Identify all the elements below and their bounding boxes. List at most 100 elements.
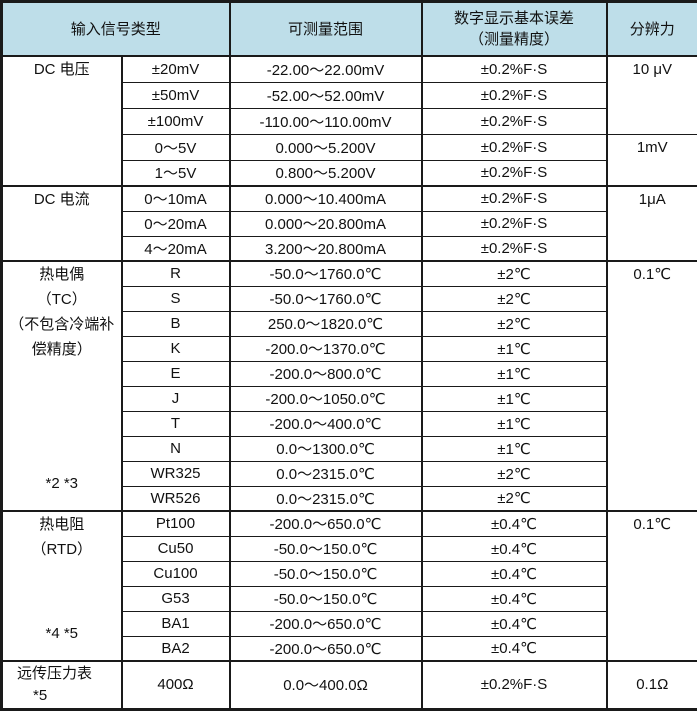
signal-subtype-cell: 400Ω: [120, 660, 231, 710]
range-cell: -200.0～400.0℃: [228, 410, 423, 437]
table-row: ±100mV -110.00～110.00mV ±0.2%F·S: [2, 107, 697, 135]
signal-subtype-cell: Cu50: [120, 535, 231, 562]
resolution-cell: 0.1℃: [605, 260, 697, 512]
signal-subtype-cell: Cu100: [120, 560, 231, 587]
range-cell: -50.0～150.0℃: [228, 560, 423, 587]
table-row: 4～20mA 3.200～20.800mA ±0.2%F·S: [2, 235, 697, 262]
range-cell: 0.000～20.800mA: [228, 210, 423, 237]
header-error-line2: （测量精度）: [469, 31, 560, 48]
error-cell: ±0.2%F·S: [420, 235, 608, 262]
resolution-cell: 1μA: [605, 185, 697, 262]
table-row: 热电阻 （RTD） *4 *5 Pt100 -200.0～650.0℃ ±0.4…: [0, 510, 697, 662]
range-cell: -50.0～1760.0℃: [228, 260, 423, 287]
signal-subtype-cell: 0～10mA: [120, 185, 231, 212]
header-error: 数字显示基本误差 （测量精度）: [420, 1, 608, 57]
table-row: T -200.0～400.0℃ ±1℃: [2, 410, 697, 437]
signal-subtype-cell: WR526: [120, 485, 231, 512]
section-label-thermocouple: 热电偶 （TC） （不包含冷端补偿精度） *2 *3: [0, 260, 123, 512]
resolution-cell: 1mV: [605, 133, 697, 187]
table-row: K -200.0～1370.0℃ ±1℃: [2, 335, 697, 362]
resolution-cell: 0.1Ω: [605, 660, 697, 710]
signal-subtype-cell: N: [120, 435, 231, 462]
section-label-pressure-gauge: 远传压力表 *5: [0, 660, 123, 710]
error-cell: ±1℃: [420, 435, 608, 462]
table-row: WR526 0.0～2315.0℃ ±2℃: [2, 485, 697, 512]
error-cell: ±0.2%F·S: [420, 133, 608, 161]
error-cell: ±1℃: [420, 410, 608, 437]
error-cell: ±0.4℃: [420, 585, 608, 612]
signal-subtype-cell: 0～5V: [120, 133, 231, 161]
table-row: BA1 -200.0～650.0℃ ±0.4℃: [2, 610, 697, 637]
error-cell: ±2℃: [420, 285, 608, 312]
error-cell: ±1℃: [420, 335, 608, 362]
signal-subtype-cell: ±100mV: [120, 107, 231, 135]
table-row: J -200.0～1050.0℃ ±1℃: [2, 385, 697, 412]
section-label-line: 热电阻: [39, 516, 85, 533]
resolution-cell: 10 μV: [605, 55, 697, 135]
resolution-cell: 0.1℃: [605, 510, 697, 662]
section-label-line: DC 电压: [33, 61, 90, 78]
header-resolution: 分辨力: [605, 1, 697, 57]
signal-subtype-cell: 4～20mA: [120, 235, 231, 262]
range-cell: -50.0～1760.0℃: [228, 285, 423, 312]
signal-subtype-cell: R: [120, 260, 231, 287]
table-row: 0～5V 0.000～5.200V ±0.2%F·S 1mV: [2, 133, 697, 187]
range-cell: -200.0～800.0℃: [228, 360, 423, 387]
signal-subtype-cell: K: [120, 335, 231, 362]
error-cell: ±2℃: [420, 460, 608, 487]
section-label-line: 远传压力表: [17, 664, 93, 682]
signal-subtype-cell: 1～5V: [120, 159, 231, 187]
range-cell: 0.0～2315.0℃: [228, 460, 423, 487]
signal-subtype-cell: S: [120, 285, 231, 312]
signal-subtype-cell: T: [120, 410, 231, 437]
error-cell: ±0.2%F·S: [420, 81, 608, 109]
section-label-dc-voltage: DC 电压: [0, 55, 123, 187]
range-cell: 0.800～5.200V: [228, 159, 423, 187]
error-cell: ±0.2%F·S: [420, 107, 608, 135]
error-cell: ±0.2%F·S: [420, 660, 608, 710]
error-cell: ±0.4℃: [420, 560, 608, 587]
range-cell: 0.0～1300.0℃: [228, 435, 423, 462]
table-row: G53 -50.0～150.0℃ ±0.4℃: [2, 585, 697, 612]
error-cell: ±0.4℃: [420, 510, 608, 537]
section-label-dc-current: DC 电流: [0, 185, 123, 262]
signal-subtype-cell: 0～20mA: [120, 210, 231, 237]
section-label-line: （不包含冷端补偿精度）: [9, 316, 115, 358]
section-label-line: （TC）: [36, 291, 87, 308]
error-cell: ±0.2%F·S: [420, 55, 608, 83]
table-row: ±50mV -52.00～52.00mV ±0.2%F·S: [2, 81, 697, 109]
error-cell: ±0.2%F·S: [420, 159, 608, 187]
range-cell: -50.0～150.0℃: [228, 585, 423, 612]
header-signal-type: 输入信号类型: [0, 1, 231, 57]
table-row: DC 电压 ±20mV -22.00～22.00mV ±0.2%F·S 10 μ…: [0, 55, 697, 187]
section-footnote: *4 *5: [45, 625, 79, 642]
section-label-line: （RTD）: [31, 541, 93, 558]
range-cell: 250.0～1820.0℃: [228, 310, 423, 337]
signal-subtype-cell: G53: [120, 585, 231, 612]
range-cell: 0.0～400.0Ω: [228, 660, 423, 710]
table-row: DC 电流 0～10mA 0.000～10.400mA ±0.2%F·S 1μA: [0, 185, 697, 262]
header-range: 可测量范围: [228, 1, 423, 57]
range-cell: -50.0～150.0℃: [228, 535, 423, 562]
range-cell: -22.00～22.00mV: [228, 55, 423, 83]
error-cell: ±0.2%F·S: [420, 210, 608, 237]
error-cell: ±0.4℃: [420, 635, 608, 662]
table-header-row: 输入信号类型 可测量范围 数字显示基本误差 （测量精度） 分辨力: [0, 1, 697, 57]
error-cell: ±0.2%F·S: [420, 185, 608, 212]
error-cell: ±1℃: [420, 385, 608, 412]
section-footnote: *5: [33, 686, 48, 704]
signal-subtype-cell: J: [120, 385, 231, 412]
range-cell: 3.200～20.800mA: [228, 235, 423, 262]
signal-subtype-cell: BA2: [120, 635, 231, 662]
range-cell: 0.000～5.200V: [228, 133, 423, 161]
signal-subtype-cell: BA1: [120, 610, 231, 637]
range-cell: 0.0～2315.0℃: [228, 485, 423, 512]
signal-subtype-cell: Pt100: [120, 510, 231, 537]
range-cell: -200.0～650.0℃: [228, 610, 423, 637]
range-cell: -52.00～52.00mV: [228, 81, 423, 109]
table-row: 远传压力表 *5 400Ω 0.0～400.0Ω ±0.2%F·S 0.1Ω: [0, 660, 697, 710]
table-row: 0～20mA 0.000～20.800mA ±0.2%F·S: [2, 210, 697, 237]
range-cell: -110.00～110.00mV: [228, 107, 423, 135]
section-footnote: *2 *3: [45, 475, 79, 492]
